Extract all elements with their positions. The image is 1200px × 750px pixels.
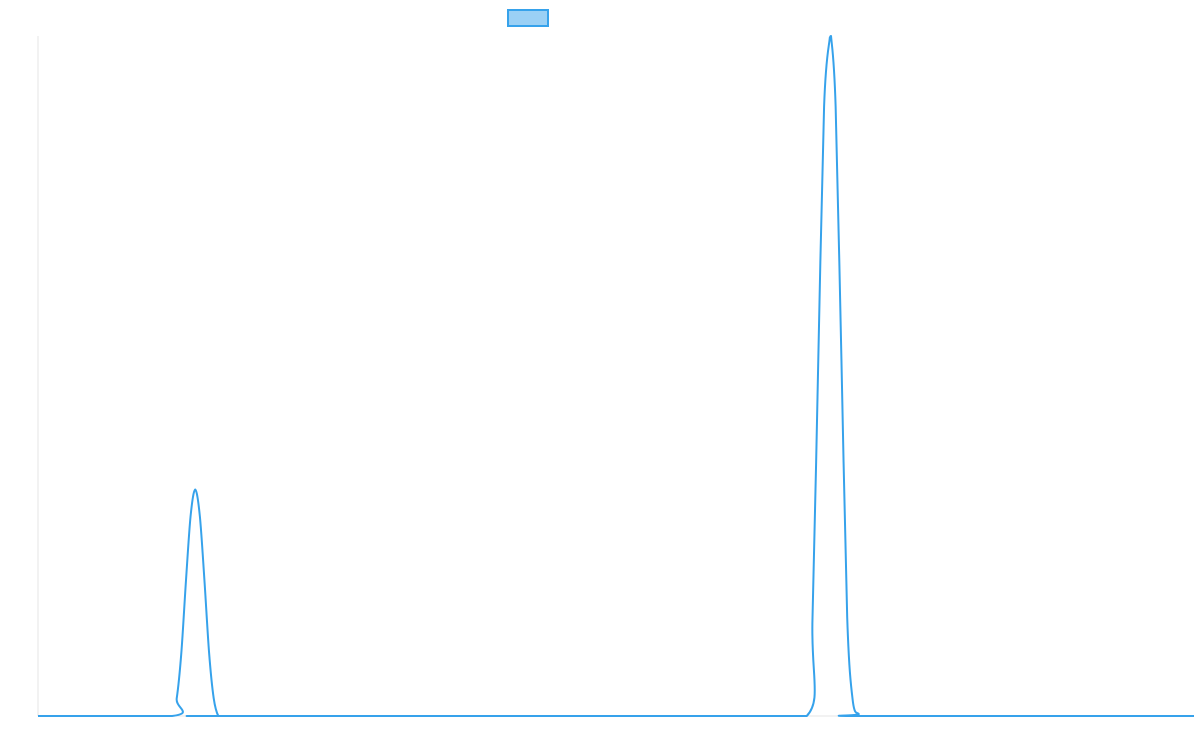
series-layer (35, 33, 1197, 719)
data-point (220, 713, 226, 719)
series-line-0 (38, 35, 1194, 718)
data-point (197, 513, 203, 519)
data-point (192, 487, 198, 493)
data-point (810, 614, 816, 620)
data-point (174, 695, 180, 701)
data-point (833, 104, 839, 110)
axes (37, 36, 1194, 717)
data-point (1191, 713, 1197, 719)
data-point (715, 713, 721, 719)
data-point (844, 614, 850, 620)
data-point (206, 650, 212, 656)
data-point (850, 699, 856, 705)
data-point (821, 104, 827, 110)
data-point (188, 513, 194, 519)
data-point (35, 713, 41, 719)
data-point (201, 578, 207, 584)
data-point (169, 713, 175, 719)
data-point (815, 356, 821, 362)
legend-swatch[interactable] (507, 9, 549, 27)
data-point (804, 713, 810, 719)
data-point (211, 695, 217, 701)
legend[interactable] (507, 9, 549, 27)
data-point (838, 356, 844, 362)
data-point (183, 578, 189, 584)
data-point (828, 33, 834, 39)
data-point (860, 713, 866, 719)
data-point (178, 650, 184, 656)
